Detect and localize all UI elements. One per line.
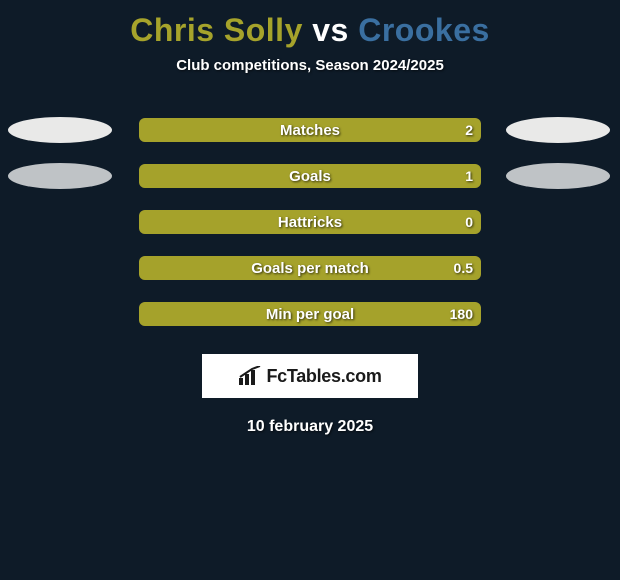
chart-icon <box>238 366 262 386</box>
brand-text: FcTables.com <box>266 366 381 387</box>
stat-row: Min per goal180 <box>0 302 620 326</box>
stat-value-right: 2 <box>465 118 473 142</box>
stat-bar: Goals per match0.5 <box>139 256 481 280</box>
stat-bar: Matches2 <box>139 118 481 142</box>
stat-bar: Hattricks0 <box>139 210 481 234</box>
player2-name: Crookes <box>358 12 490 48</box>
left-ellipse <box>8 163 112 189</box>
page-title: Chris Solly vs Crookes <box>0 0 620 49</box>
stat-label: Goals <box>139 164 481 188</box>
stat-bar: Min per goal180 <box>139 302 481 326</box>
stat-row: Matches2 <box>0 118 620 142</box>
stat-label: Matches <box>139 118 481 142</box>
stat-value-right: 180 <box>450 302 473 326</box>
right-ellipse <box>506 117 610 143</box>
stat-row: Goals1 <box>0 164 620 188</box>
stat-row: Hattricks0 <box>0 210 620 234</box>
stat-value-right: 0 <box>465 210 473 234</box>
date-line: 10 february 2025 <box>0 418 620 436</box>
right-ellipse <box>506 163 610 189</box>
player1-name: Chris Solly <box>130 12 303 48</box>
subtitle: Club competitions, Season 2024/2025 <box>0 57 620 74</box>
stat-row: Goals per match0.5 <box>0 256 620 280</box>
stat-value-right: 0.5 <box>454 256 473 280</box>
stat-label: Hattricks <box>139 210 481 234</box>
stat-value-right: 1 <box>465 164 473 188</box>
brand-box: FcTables.com <box>202 354 418 398</box>
stat-rows: Matches2Goals1Hattricks0Goals per match0… <box>0 118 620 326</box>
left-ellipse <box>8 117 112 143</box>
stat-bar: Goals1 <box>139 164 481 188</box>
stat-label: Goals per match <box>139 256 481 280</box>
stat-label: Min per goal <box>139 302 481 326</box>
vs-text: vs <box>312 12 349 48</box>
